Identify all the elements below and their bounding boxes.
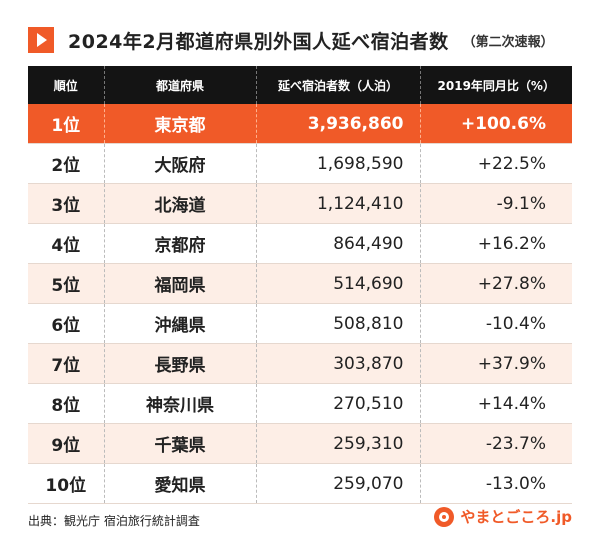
table-row: 10位 愛知県 259,070 -13.0% <box>28 463 572 504</box>
change-cell: -23.7% <box>420 423 572 464</box>
column-header-stays: 延べ宿泊者数（人泊） <box>256 66 421 104</box>
prefecture-cell: 東京都 <box>104 104 257 144</box>
table-row: 2位 大阪府 1,698,590 +22.5% <box>28 143 572 184</box>
change-cell: +37.9% <box>420 343 572 384</box>
column-header-prefecture: 都道府県 <box>104 66 257 104</box>
table-row: 9位 千葉県 259,310 -23.7% <box>28 423 572 464</box>
column-header-rank: 順位 <box>28 66 105 104</box>
chart-title-bar: 2024年2月都道府県別外国人延べ宿泊者数 （第二次速報） <box>28 26 554 54</box>
table-row: 6位 沖縄県 508,810 -10.4% <box>28 303 572 344</box>
stays-cell: 508,810 <box>256 303 421 344</box>
prefecture-cell: 神奈川県 <box>104 383 257 424</box>
stays-cell: 864,490 <box>256 223 421 264</box>
brand-logo: やまとごころ.jp <box>434 506 572 527</box>
prefecture-cell: 大阪府 <box>104 143 257 184</box>
stays-cell: 3,936,860 <box>256 104 421 144</box>
prefecture-cell: 長野県 <box>104 343 257 384</box>
rank-cell: 8位 <box>28 383 105 424</box>
logo-text: やまとごころ.jp <box>460 508 572 526</box>
stays-cell: 1,698,590 <box>256 143 421 184</box>
source-note: 出典：観光庁 宿泊旅行統計調査 <box>28 514 200 528</box>
stays-cell: 259,070 <box>256 463 421 504</box>
table-row: 3位 北海道 1,124,410 -9.1% <box>28 183 572 224</box>
prefecture-cell: 京都府 <box>104 223 257 264</box>
table-body: 1位 東京都 3,936,860 +100.6% 2位 大阪府 1,698,590 +22.5… <box>28 104 572 504</box>
change-cell: -13.0% <box>420 463 572 504</box>
column-header-change: 2019年同月比（%） <box>420 66 572 104</box>
rank-cell: 2位 <box>28 143 105 184</box>
prefecture-cell: 北海道 <box>104 183 257 224</box>
ranking-table: 順位 都道府県 延べ宿泊者数（人泊） 2019年同月比（%） 1位 東京都 3,93… <box>28 66 572 504</box>
rank-cell: 6位 <box>28 303 105 344</box>
stays-cell: 1,124,410 <box>256 183 421 224</box>
chart-title: 2024年2月都道府県別外国人延べ宿泊者数 <box>68 30 449 53</box>
rank-cell: 7位 <box>28 343 105 384</box>
rank-cell: 3位 <box>28 183 105 224</box>
stays-cell: 259,310 <box>256 423 421 464</box>
change-cell: +22.5% <box>420 143 572 184</box>
stays-cell: 514,690 <box>256 263 421 304</box>
prefecture-cell: 福岡県 <box>104 263 257 304</box>
table-row: 4位 京都府 864,490 +16.2% <box>28 223 572 264</box>
play-triangle-icon <box>28 27 54 53</box>
rank-cell: 9位 <box>28 423 105 464</box>
table-header-row: 順位 都道府県 延べ宿泊者数（人泊） 2019年同月比（%） <box>28 66 572 104</box>
stays-cell: 303,870 <box>256 343 421 384</box>
table-row: 1位 東京都 3,936,860 +100.6% <box>28 104 572 144</box>
stays-cell: 270,510 <box>256 383 421 424</box>
table-row: 7位 長野県 303,870 +37.9% <box>28 343 572 384</box>
rank-cell: 10位 <box>28 463 105 504</box>
change-cell: +100.6% <box>420 104 572 144</box>
rank-cell: 4位 <box>28 223 105 264</box>
rank-cell: 1位 <box>28 104 105 144</box>
change-cell: +16.2% <box>420 223 572 264</box>
change-cell: -9.1% <box>420 183 572 224</box>
chart-subtitle: （第二次速報） <box>462 34 554 50</box>
prefecture-cell: 沖縄県 <box>104 303 257 344</box>
table-row: 5位 福岡県 514,690 +27.8% <box>28 263 572 304</box>
table-row: 8位 神奈川県 270,510 +14.4% <box>28 383 572 424</box>
change-cell: +14.4% <box>420 383 572 424</box>
prefecture-cell: 愛知県 <box>104 463 257 504</box>
prefecture-cell: 千葉県 <box>104 423 257 464</box>
yamatogokoro-logo-icon <box>434 506 455 527</box>
change-cell: -10.4% <box>420 303 572 344</box>
change-cell: +27.8% <box>420 263 572 304</box>
rank-cell: 5位 <box>28 263 105 304</box>
